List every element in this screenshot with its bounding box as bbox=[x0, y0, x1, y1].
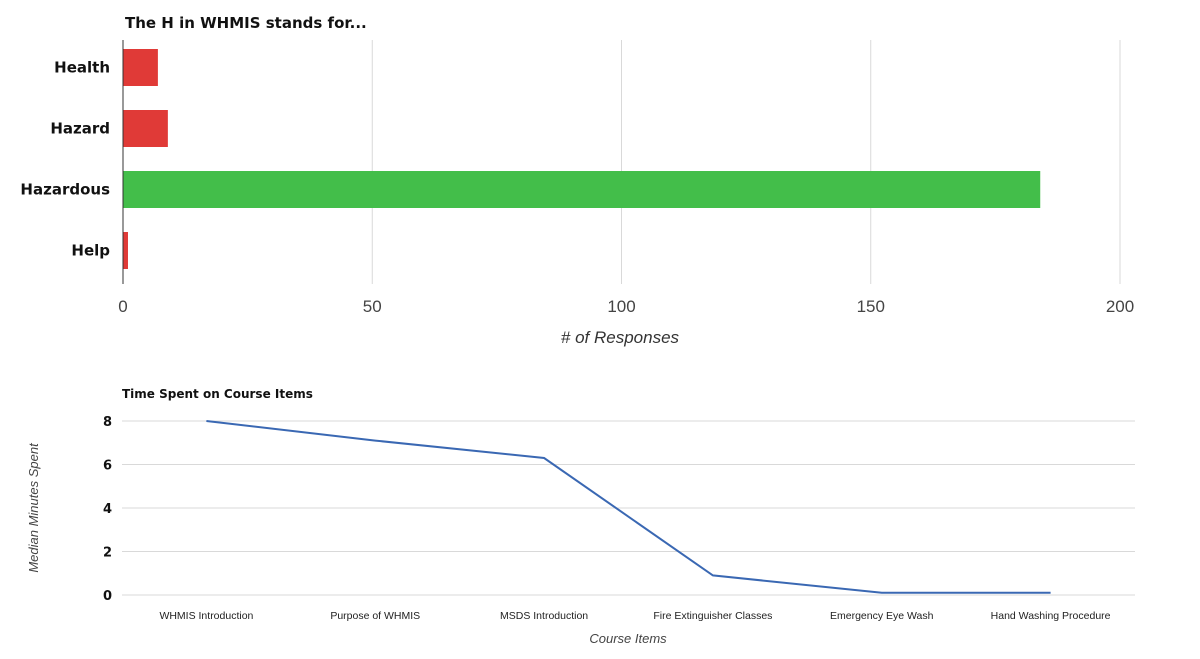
bar bbox=[123, 49, 158, 86]
y-tick-label: 0 bbox=[103, 589, 112, 604]
chart-title: The H in WHMIS stands for... bbox=[125, 14, 367, 32]
y-tick-label: 2 bbox=[103, 546, 112, 561]
x-tick-label: WHMIS Introduction bbox=[159, 610, 253, 622]
x-tick-label: Emergency Eye Wash bbox=[830, 610, 934, 622]
x-tick-label: 50 bbox=[363, 297, 382, 316]
y-tick-label: 8 bbox=[103, 415, 112, 430]
bar bbox=[123, 232, 128, 269]
category-label: Hazard bbox=[50, 120, 110, 138]
x-tick-label: Purpose of WHMIS bbox=[330, 610, 420, 622]
category-label: Health bbox=[54, 59, 110, 77]
x-axis-label: # of Responses bbox=[561, 328, 680, 347]
series-line bbox=[206, 420, 1051, 594]
x-tick-label: MSDS Introduction bbox=[500, 610, 588, 622]
x-tick-label: Hand Washing Procedure bbox=[991, 610, 1111, 622]
bar bbox=[123, 110, 168, 147]
chart-title: Time Spent on Course Items bbox=[122, 387, 313, 401]
category-label: Hazardous bbox=[20, 181, 110, 199]
x-tick-label: Fire Extinguisher Classes bbox=[653, 610, 772, 622]
category-label: Help bbox=[71, 242, 110, 260]
x-tick-label: 0 bbox=[118, 297, 127, 316]
bar bbox=[123, 171, 1041, 208]
x-tick-label: 100 bbox=[607, 297, 635, 316]
x-tick-label: 200 bbox=[1106, 297, 1134, 316]
y-tick-label: 4 bbox=[103, 502, 112, 517]
responses-bar-chart: The H in WHMIS stands for... Health Hazar… bbox=[20, 14, 1134, 347]
x-tick-label: 150 bbox=[857, 297, 885, 316]
x-axis-label: Course Items bbox=[589, 631, 667, 646]
y-axis-label: Median Minutes Spent bbox=[26, 442, 41, 573]
y-tick-label: 6 bbox=[103, 459, 112, 474]
